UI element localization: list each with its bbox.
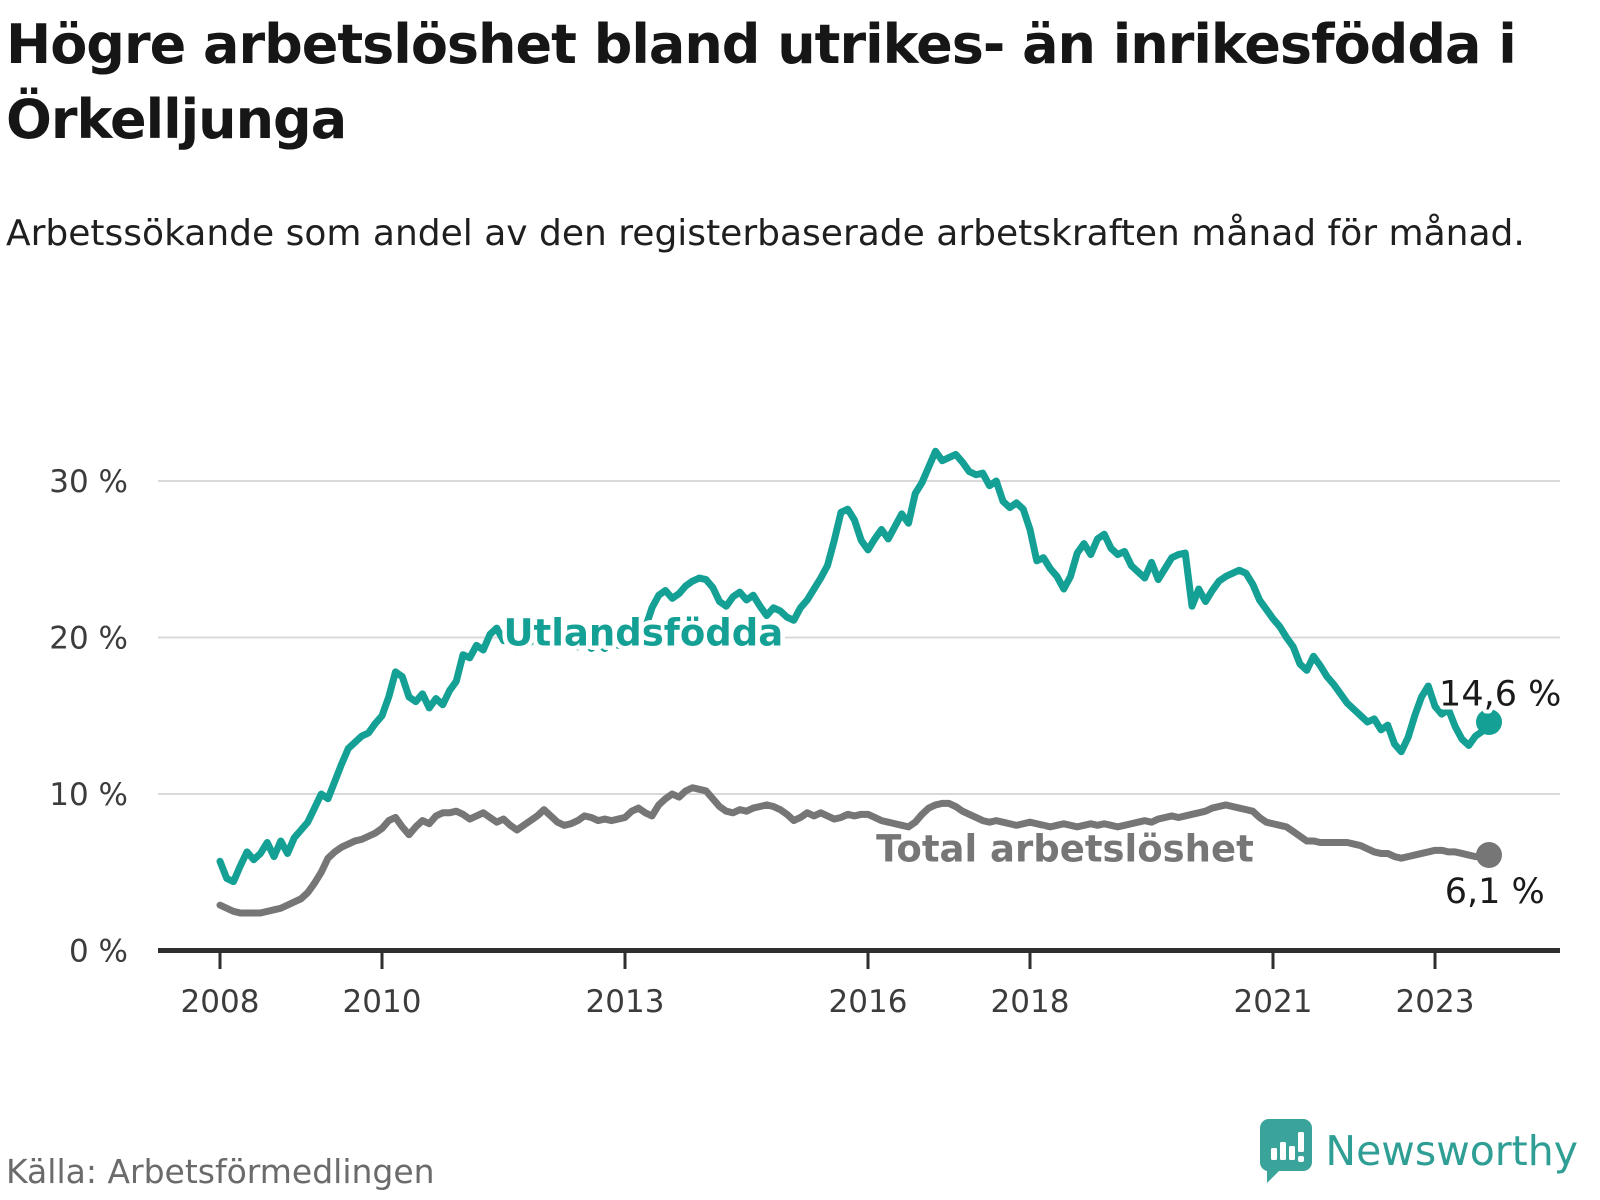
x-axis-tick-label: 2018 bbox=[991, 984, 1070, 1020]
x-axis-tick-label: 2010 bbox=[343, 984, 422, 1020]
speech-bubble-bar-chart-icon bbox=[1260, 1119, 1313, 1183]
series-end-dot bbox=[1476, 842, 1502, 869]
y-axis-tick-label: 10 % bbox=[49, 777, 128, 813]
chart-subtitle: Arbetssökande som andel av den registerb… bbox=[6, 213, 1525, 254]
brand-name: Newsworthy bbox=[1325, 1127, 1578, 1175]
source-note: Källa: Arbetsförmedlingen bbox=[6, 1152, 435, 1191]
y-axis-tick-label: 20 % bbox=[49, 621, 128, 657]
x-axis-tick-label: 2013 bbox=[586, 984, 665, 1020]
brand-logo: Newsworthy bbox=[1259, 1118, 1578, 1184]
series-line-utlandsf-dda bbox=[216, 447, 1493, 886]
series-end-value-label: 14,6 % bbox=[1439, 675, 1561, 715]
x-axis-tick-label: 2023 bbox=[1396, 984, 1475, 1020]
series-line-total-arbetsl-shet bbox=[216, 784, 1493, 917]
x-axis-tick-label: 2021 bbox=[1234, 984, 1313, 1020]
x-axis-tick-label: 2008 bbox=[181, 984, 260, 1020]
page-title: Högre arbetslöshet bland utrikes- än inr… bbox=[6, 13, 1517, 151]
series-end-dot bbox=[1476, 709, 1502, 736]
series-end-value-label: 6,1 % bbox=[1445, 872, 1545, 912]
series-label: Utlandsfödda bbox=[504, 611, 784, 654]
x-axis-tick-label: 2016 bbox=[829, 984, 908, 1020]
series-label: Total arbetslöshet bbox=[876, 827, 1254, 870]
y-axis-tick-label: 0 % bbox=[69, 934, 128, 970]
y-axis-tick-label: 30 % bbox=[49, 464, 128, 500]
